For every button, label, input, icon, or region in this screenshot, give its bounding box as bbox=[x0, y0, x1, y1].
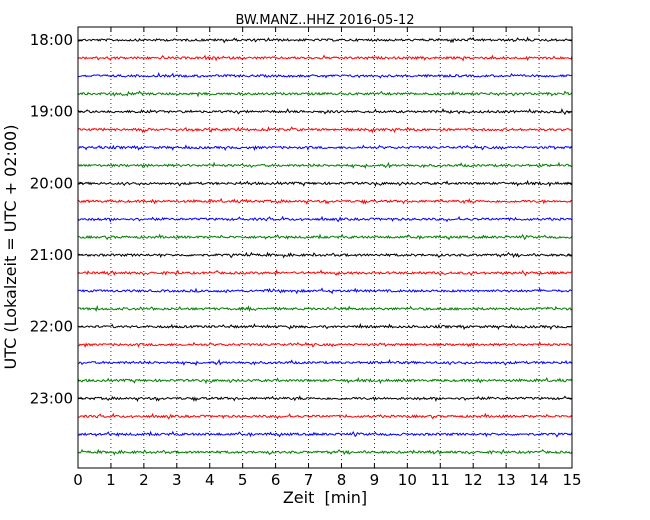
trace-line bbox=[77, 215, 573, 223]
trace-line bbox=[77, 126, 573, 134]
trace-line bbox=[77, 54, 573, 62]
y-tick-label: 22:00 bbox=[30, 318, 73, 336]
trace-line bbox=[77, 448, 573, 456]
trace-line bbox=[77, 233, 573, 241]
plot-frame bbox=[77, 26, 573, 469]
y-tick-label: 23:00 bbox=[30, 389, 73, 407]
y-tick-label: 18:00 bbox=[30, 31, 73, 49]
trace-line bbox=[77, 161, 573, 170]
trace-layer bbox=[77, 36, 573, 456]
trace-line bbox=[77, 412, 573, 420]
x-tick-label: 11 bbox=[431, 471, 450, 489]
trace-line bbox=[77, 322, 573, 331]
y-tick-label: 21:00 bbox=[30, 246, 73, 264]
x-tick-label: 2 bbox=[139, 471, 149, 489]
trace-line bbox=[77, 268, 573, 277]
y-tick-label: 20:00 bbox=[30, 174, 73, 192]
y-axis: 18:00 19:00 20:00 21:00 22:00 23:00 bbox=[30, 31, 572, 407]
trace-line bbox=[77, 144, 573, 151]
x-tick-label: 12 bbox=[464, 471, 483, 489]
trace-line bbox=[77, 340, 573, 349]
trace-line bbox=[77, 179, 573, 188]
trace-line bbox=[77, 395, 573, 403]
x-tick-label: 4 bbox=[205, 471, 215, 489]
x-tick-label: 1 bbox=[106, 471, 116, 489]
x-axis: 0 1 2 3 4 5 6 7 8 9 10 11 12 13 14 15 bbox=[73, 27, 582, 489]
trace-line bbox=[77, 72, 573, 79]
trace-line bbox=[77, 90, 573, 98]
x-tick-label: 6 bbox=[271, 471, 281, 489]
x-tick-label: 14 bbox=[530, 471, 549, 489]
grid-layer bbox=[110, 27, 540, 468]
trace-line bbox=[77, 197, 573, 205]
x-tick-label: 7 bbox=[304, 471, 314, 489]
x-tick-label: 5 bbox=[238, 471, 248, 489]
trace-line bbox=[77, 358, 573, 367]
trace-line bbox=[77, 107, 573, 116]
x-axis-label: Zeit [min] bbox=[283, 488, 367, 507]
x-tick-label: 15 bbox=[562, 471, 581, 489]
chart-title: BW.MANZ..HHZ 2016-05-12 bbox=[235, 13, 414, 28]
trace-line bbox=[77, 430, 573, 438]
y-axis-label: UTC (Lokalzeit = UTC + 02:00) bbox=[1, 125, 20, 370]
x-tick-label: 13 bbox=[497, 471, 516, 489]
trace-line bbox=[77, 287, 573, 295]
y-tick-label: 19:00 bbox=[30, 103, 73, 121]
trace-line bbox=[77, 251, 573, 259]
x-tick-label: 9 bbox=[370, 471, 380, 489]
x-tick-label: 10 bbox=[398, 471, 417, 489]
trace-line bbox=[77, 36, 573, 44]
x-tick-label: 8 bbox=[337, 471, 347, 489]
trace-line bbox=[77, 376, 573, 385]
trace-line bbox=[77, 304, 573, 313]
x-tick-label: 3 bbox=[172, 471, 182, 489]
x-tick-label: 0 bbox=[73, 471, 83, 489]
